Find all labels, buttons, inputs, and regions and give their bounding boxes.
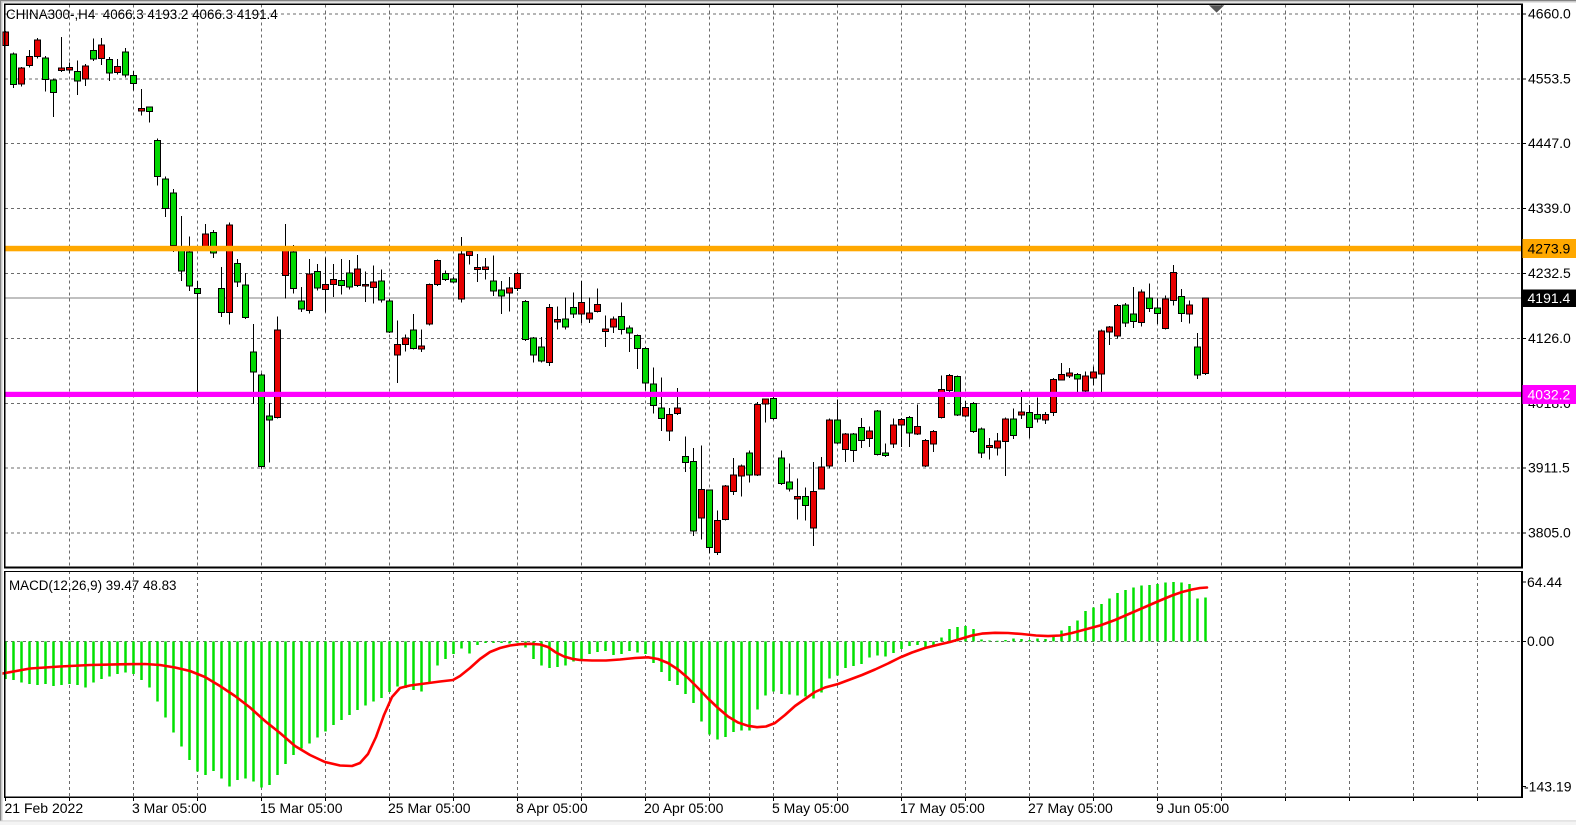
svg-text:27 May 05:00: 27 May 05:00	[1028, 800, 1113, 816]
svg-text:3 Mar 05:00: 3 Mar 05:00	[132, 800, 207, 816]
svg-text:CHINA300-,H4 4066.3 4193.2 40: CHINA300-,H4 4066.3 4193.2 4066.3 4191.4	[6, 7, 278, 22]
svg-text:0.00: 0.00	[1527, 633, 1554, 649]
svg-text:4553.5: 4553.5	[1528, 70, 1571, 86]
svg-text:4191.4: 4191.4	[1528, 290, 1571, 306]
svg-text:4660.0: 4660.0	[1528, 5, 1571, 21]
svg-text:3805.0: 3805.0	[1528, 525, 1571, 541]
svg-text:8 Apr 05:00: 8 Apr 05:00	[516, 800, 588, 816]
svg-text:9 Jun 05:00: 9 Jun 05:00	[1156, 800, 1229, 816]
svg-text:4339.0: 4339.0	[1528, 200, 1571, 216]
svg-text:20 Apr 05:00: 20 Apr 05:00	[644, 800, 724, 816]
svg-text:MACD(12,26,9) 39.47 48.83: MACD(12,26,9) 39.47 48.83	[9, 578, 176, 593]
svg-text:25 Mar 05:00: 25 Mar 05:00	[388, 800, 471, 816]
svg-text:21 Feb 2022: 21 Feb 2022	[5, 800, 84, 816]
svg-text:4126.0: 4126.0	[1528, 330, 1571, 346]
svg-text:5 May 05:00: 5 May 05:00	[772, 800, 849, 816]
svg-text:4273.9: 4273.9	[1528, 240, 1571, 256]
svg-text:4032.2: 4032.2	[1528, 386, 1571, 402]
svg-text:-143.19: -143.19	[1524, 779, 1572, 795]
svg-text:3911.5: 3911.5	[1528, 460, 1570, 476]
svg-text:4232.5: 4232.5	[1528, 265, 1571, 281]
svg-text:4447.0: 4447.0	[1528, 135, 1571, 151]
svg-text:15 Mar 05:00: 15 Mar 05:00	[260, 800, 343, 816]
svg-text:17 May 05:00: 17 May 05:00	[900, 800, 985, 816]
svg-text:64.44: 64.44	[1527, 574, 1562, 590]
